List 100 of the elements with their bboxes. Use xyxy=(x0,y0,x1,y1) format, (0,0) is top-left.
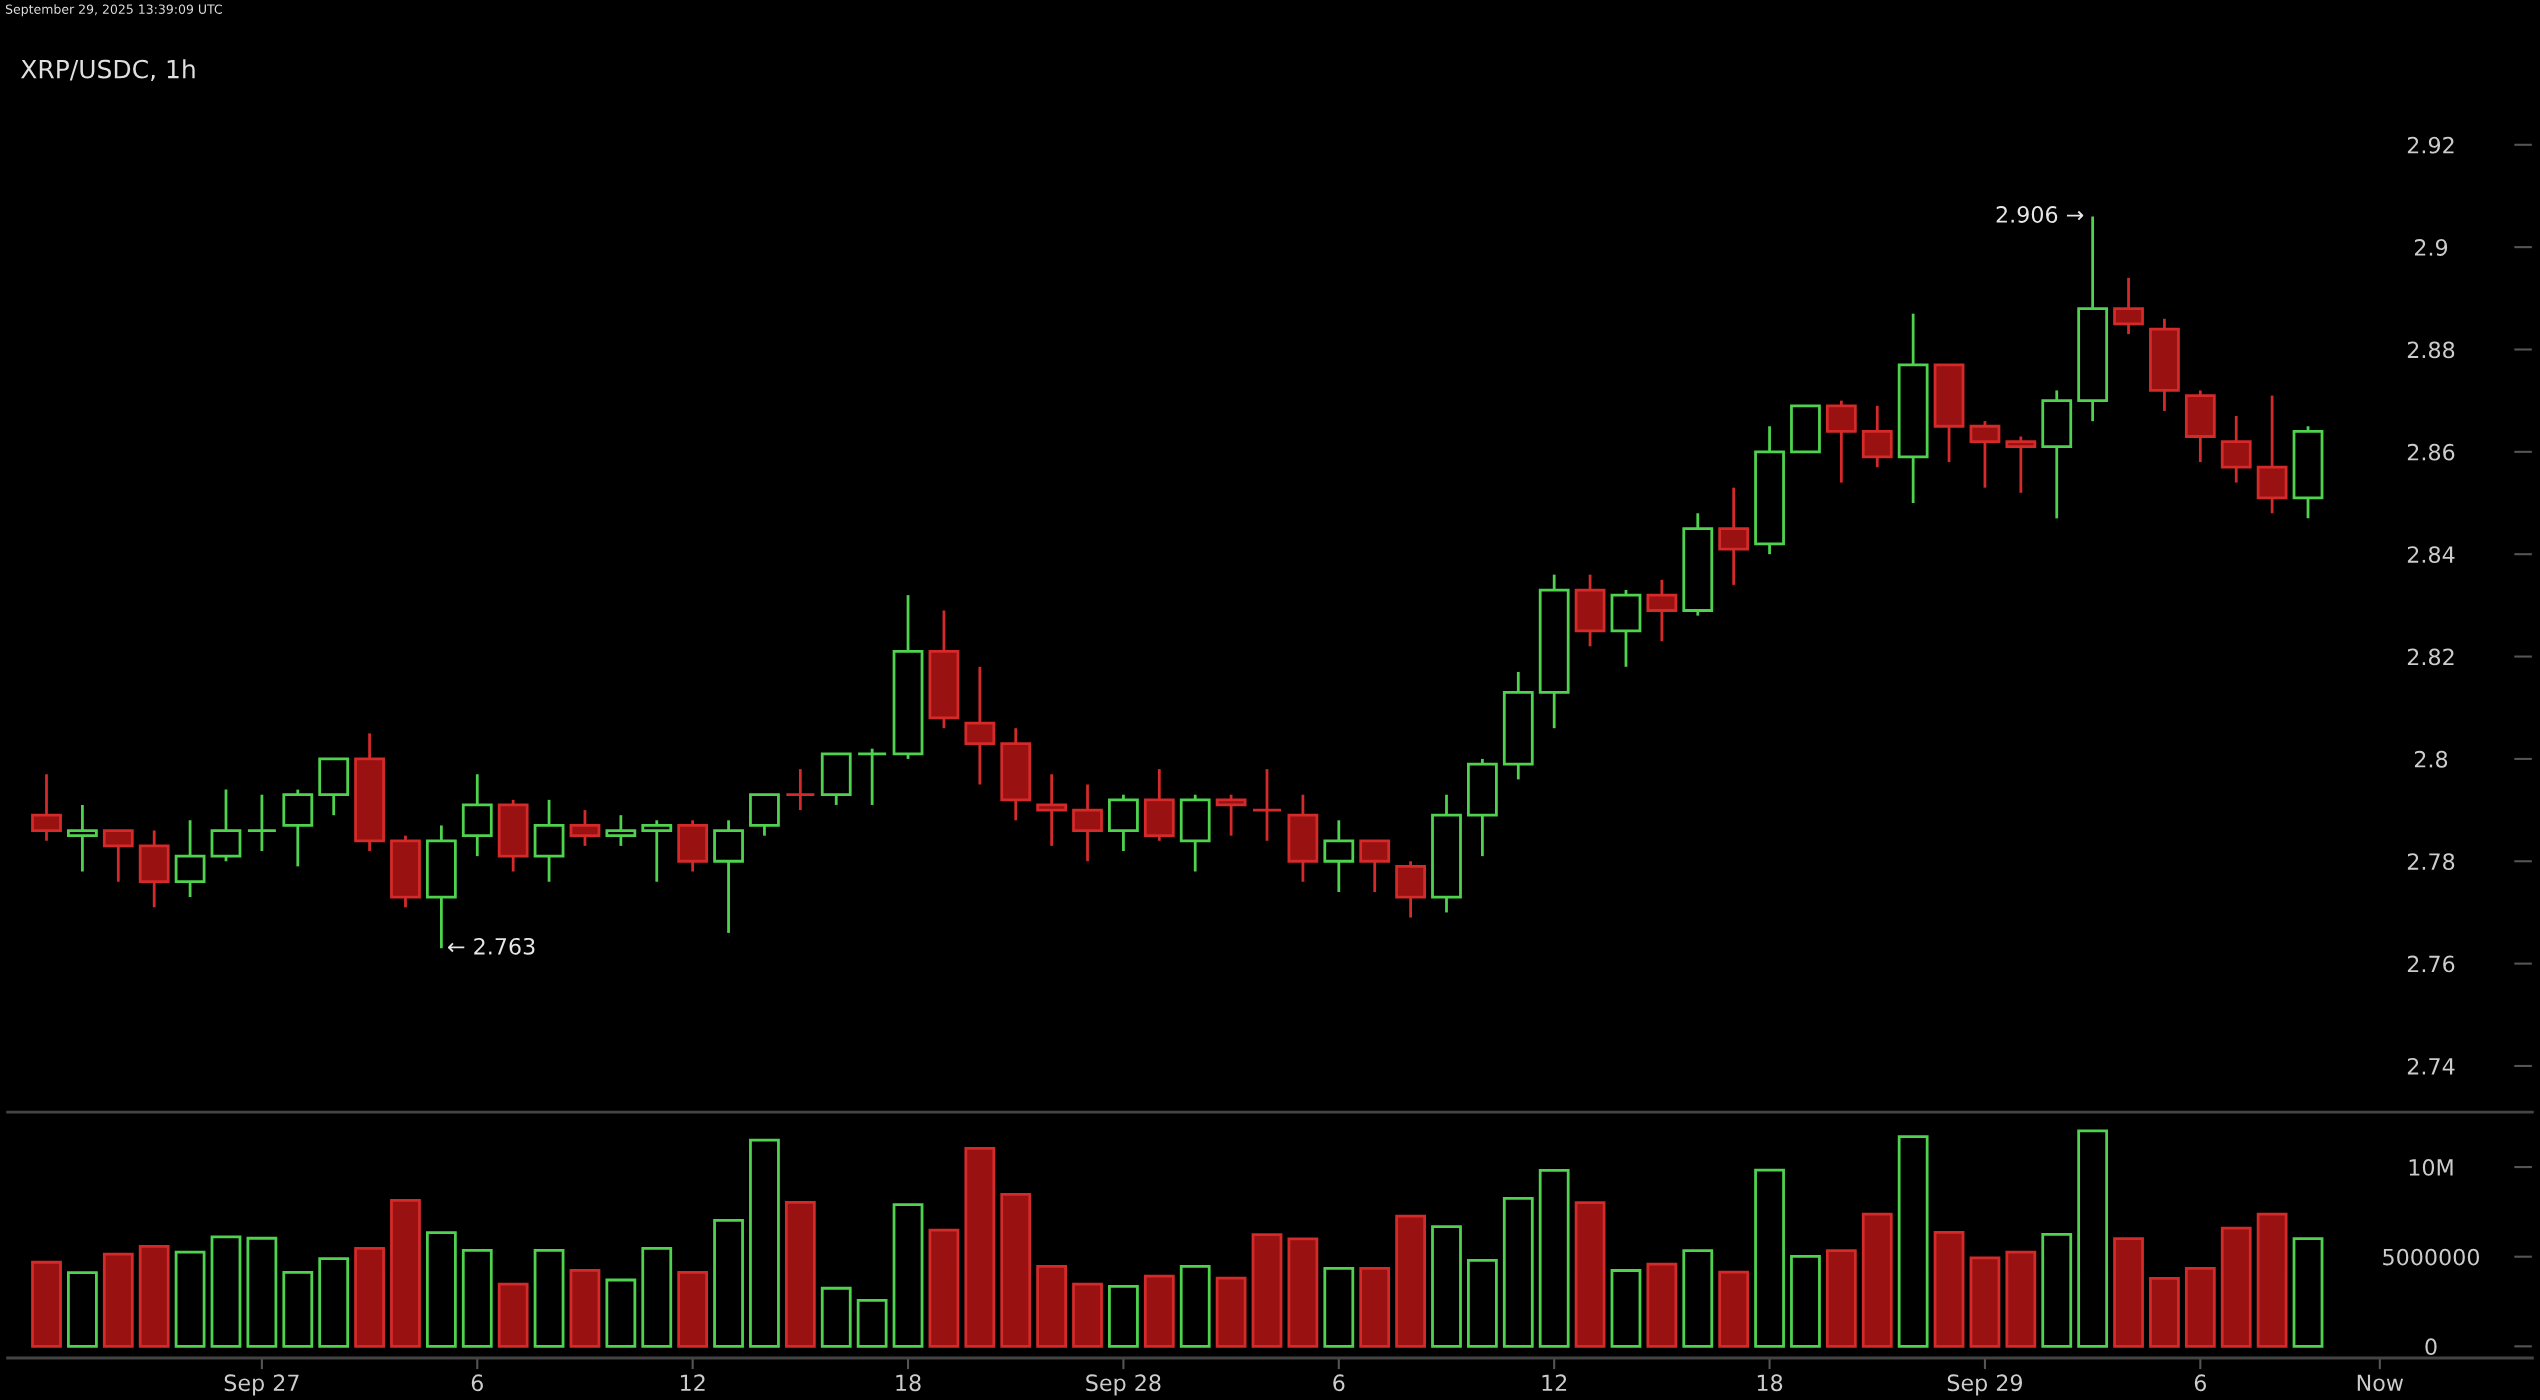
y-tick-label: 2.86 xyxy=(2407,443,2455,461)
candlestick xyxy=(2149,317,2180,413)
candlestick xyxy=(1072,783,1103,863)
bar xyxy=(67,1271,98,1348)
bar xyxy=(282,1271,314,1348)
bar xyxy=(102,1252,134,1348)
y-tick-label: 2.84 xyxy=(2407,546,2455,563)
bar xyxy=(1502,1197,1534,1348)
bar xyxy=(2220,1226,2252,1348)
candlestick xyxy=(246,793,278,853)
annotation: ← 2.763 xyxy=(448,937,535,955)
bar xyxy=(820,1286,852,1348)
bar xyxy=(1395,1214,1426,1348)
candlestick xyxy=(2041,389,2073,520)
x-tick-label: 12 xyxy=(1542,1374,1567,1391)
x-tick-label: 12 xyxy=(680,1374,705,1391)
bar xyxy=(31,1260,62,1348)
candlestick xyxy=(533,798,565,884)
bar xyxy=(1969,1256,2001,1348)
bar xyxy=(1179,1264,1211,1348)
bar xyxy=(1897,1135,1929,1348)
bar xyxy=(1933,1230,1965,1348)
bar xyxy=(2149,1277,2180,1348)
bar xyxy=(533,1249,565,1348)
text: September 29, 2025 13:39:09 UTC xyxy=(5,4,222,17)
x-tick-label: Sep 29 xyxy=(1947,1374,2022,1396)
bar xyxy=(784,1200,816,1348)
bar xyxy=(1790,1254,1821,1348)
candlestick xyxy=(31,772,62,843)
bar xyxy=(246,1236,278,1348)
bar xyxy=(174,1250,206,1348)
candlestick xyxy=(1287,793,1319,884)
y-tick-label: 2.76 xyxy=(2407,955,2455,973)
candlestick xyxy=(605,813,637,848)
candlestick xyxy=(1538,573,1570,730)
bar xyxy=(2041,1233,2073,1348)
bar xyxy=(1538,1168,1570,1348)
bar xyxy=(2077,1129,2109,1348)
bar xyxy=(1287,1237,1319,1348)
candlestick xyxy=(964,665,996,786)
bar xyxy=(2256,1212,2288,1348)
bar xyxy=(1646,1262,1678,1348)
bar xyxy=(2113,1237,2144,1348)
x-tick-label: 6 xyxy=(1333,1374,1345,1392)
candlestick xyxy=(1323,818,1355,894)
bar xyxy=(461,1249,493,1348)
bar xyxy=(928,1228,960,1348)
bar xyxy=(641,1247,673,1348)
x-tick-label: Now xyxy=(2357,1374,2404,1392)
y-tick-label: 10M xyxy=(2409,1159,2453,1176)
y-tick-label: 2.78 xyxy=(2407,853,2455,871)
candlestick xyxy=(1036,772,1068,848)
bar xyxy=(497,1282,529,1348)
y-tick-label: 0 xyxy=(2425,1338,2437,1356)
candlestick xyxy=(1251,767,1283,843)
bar xyxy=(1323,1266,1355,1348)
bar xyxy=(2292,1237,2324,1348)
candlestick xyxy=(2256,394,2288,515)
bar xyxy=(1754,1168,1785,1348)
candlestick xyxy=(138,829,170,909)
x-tick-label: 6 xyxy=(2194,1374,2206,1392)
bar xyxy=(856,1299,888,1348)
y-tick-label: 2.9 xyxy=(2414,239,2448,256)
bar xyxy=(892,1203,924,1348)
candlestick xyxy=(1000,726,1032,822)
y-tick-label: 2.88 xyxy=(2407,341,2455,359)
candlestick xyxy=(1754,424,1785,556)
y-tick-label: 2.82 xyxy=(2407,648,2454,666)
bar xyxy=(1359,1266,1391,1348)
bar xyxy=(1036,1264,1068,1348)
bar xyxy=(354,1247,385,1348)
bar xyxy=(1610,1269,1642,1348)
candlestick xyxy=(2220,414,2252,484)
bar xyxy=(605,1278,637,1348)
bar xyxy=(1825,1249,1857,1348)
y-tick-label: 2.74 xyxy=(2407,1057,2455,1075)
candlestick xyxy=(1431,793,1462,914)
bar xyxy=(1431,1225,1462,1348)
bar xyxy=(569,1268,601,1348)
bar xyxy=(425,1231,457,1348)
bar xyxy=(318,1257,350,1348)
x-tick-label: 18 xyxy=(1757,1374,1783,1392)
bar xyxy=(1000,1192,1032,1348)
candlestick xyxy=(67,803,98,873)
candlestick xyxy=(461,772,493,858)
x-tick-label: Sep 28 xyxy=(1086,1374,1161,1396)
bar xyxy=(2005,1250,2037,1348)
bar xyxy=(1718,1270,1750,1348)
bar xyxy=(390,1199,421,1348)
x-tick-label: Sep 27 xyxy=(224,1374,299,1396)
bar xyxy=(210,1235,242,1348)
bar xyxy=(749,1138,780,1348)
bar xyxy=(1574,1201,1606,1348)
bar xyxy=(1072,1282,1103,1348)
candlestick xyxy=(1897,312,1929,505)
y-tick-label: 2.92 xyxy=(2407,136,2454,154)
candlestick xyxy=(1646,578,1678,643)
bar xyxy=(1108,1284,1139,1348)
candlestick xyxy=(1861,404,1893,469)
candlestick xyxy=(354,731,385,853)
